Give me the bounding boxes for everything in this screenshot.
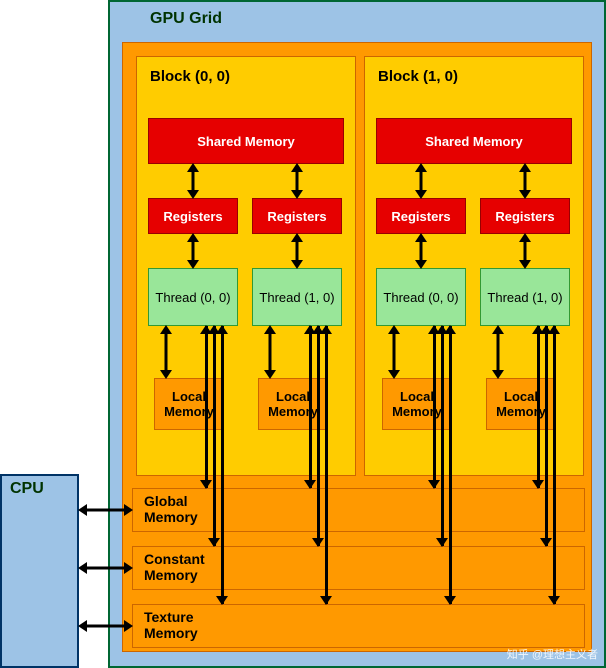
thread-b0-1: Thread (1, 0)	[252, 268, 342, 326]
registers-label: Registers	[267, 209, 326, 224]
connector-line	[221, 326, 224, 604]
registers-b0-1: Registers	[252, 198, 342, 234]
arrow-vertical	[519, 234, 531, 268]
shared-memory-b0: Shared Memory	[148, 118, 344, 164]
registers-label: Registers	[495, 209, 554, 224]
thread-label: Thread (1, 0)	[487, 290, 562, 305]
registers-label: Registers	[391, 209, 450, 224]
connector-line	[537, 326, 540, 488]
arrow-vertical	[160, 326, 172, 378]
arrow-vertical	[519, 164, 531, 198]
block-1-0-title: Block (1, 0)	[378, 68, 458, 85]
connector-line	[317, 326, 320, 546]
texture-memory-label: Texture Memory	[144, 609, 198, 641]
arrow-vertical	[291, 164, 303, 198]
arrow-vertical	[388, 326, 400, 378]
thread-b1-0: Thread (0, 0)	[376, 268, 466, 326]
connector-line	[553, 326, 556, 604]
connector-line	[441, 326, 444, 546]
connector-line	[309, 326, 312, 488]
connector-line	[449, 326, 452, 604]
constant-memory-label: Constant Memory	[144, 551, 205, 583]
shared-memory-label: Shared Memory	[425, 134, 523, 149]
arrow-horizontal	[79, 504, 132, 516]
connector-line	[433, 326, 436, 488]
thread-b1-1: Thread (1, 0)	[480, 268, 570, 326]
cpu-box	[0, 474, 79, 668]
arrow-vertical	[492, 326, 504, 378]
registers-b0-0: Registers	[148, 198, 238, 234]
arrow-horizontal	[79, 562, 132, 574]
connector-line	[205, 326, 208, 488]
global-memory	[132, 488, 585, 532]
thread-label: Thread (0, 0)	[155, 290, 230, 305]
connector-line	[213, 326, 216, 546]
arrow-horizontal	[79, 620, 132, 632]
block-0-0-title: Block (0, 0)	[150, 68, 230, 85]
arrow-vertical	[264, 326, 276, 378]
thread-label: Thread (0, 0)	[383, 290, 458, 305]
shared-memory-label: Shared Memory	[197, 134, 295, 149]
registers-b1-1: Registers	[480, 198, 570, 234]
gpu-grid-title: GPU Grid	[150, 10, 222, 28]
cpu-label: CPU	[10, 480, 44, 498]
thread-label: Thread (1, 0)	[259, 290, 334, 305]
shared-memory-b1: Shared Memory	[376, 118, 572, 164]
registers-b1-0: Registers	[376, 198, 466, 234]
texture-memory	[132, 604, 585, 648]
connector-line	[545, 326, 548, 546]
arrow-vertical	[187, 234, 199, 268]
connector-line	[325, 326, 328, 604]
watermark: 知乎 @理想主义者	[507, 646, 598, 662]
arrow-vertical	[291, 234, 303, 268]
arrow-vertical	[415, 164, 427, 198]
arrow-vertical	[187, 164, 199, 198]
global-memory-label: Global Memory	[144, 493, 198, 525]
arrow-vertical	[415, 234, 427, 268]
thread-b0-0: Thread (0, 0)	[148, 268, 238, 326]
registers-label: Registers	[163, 209, 222, 224]
